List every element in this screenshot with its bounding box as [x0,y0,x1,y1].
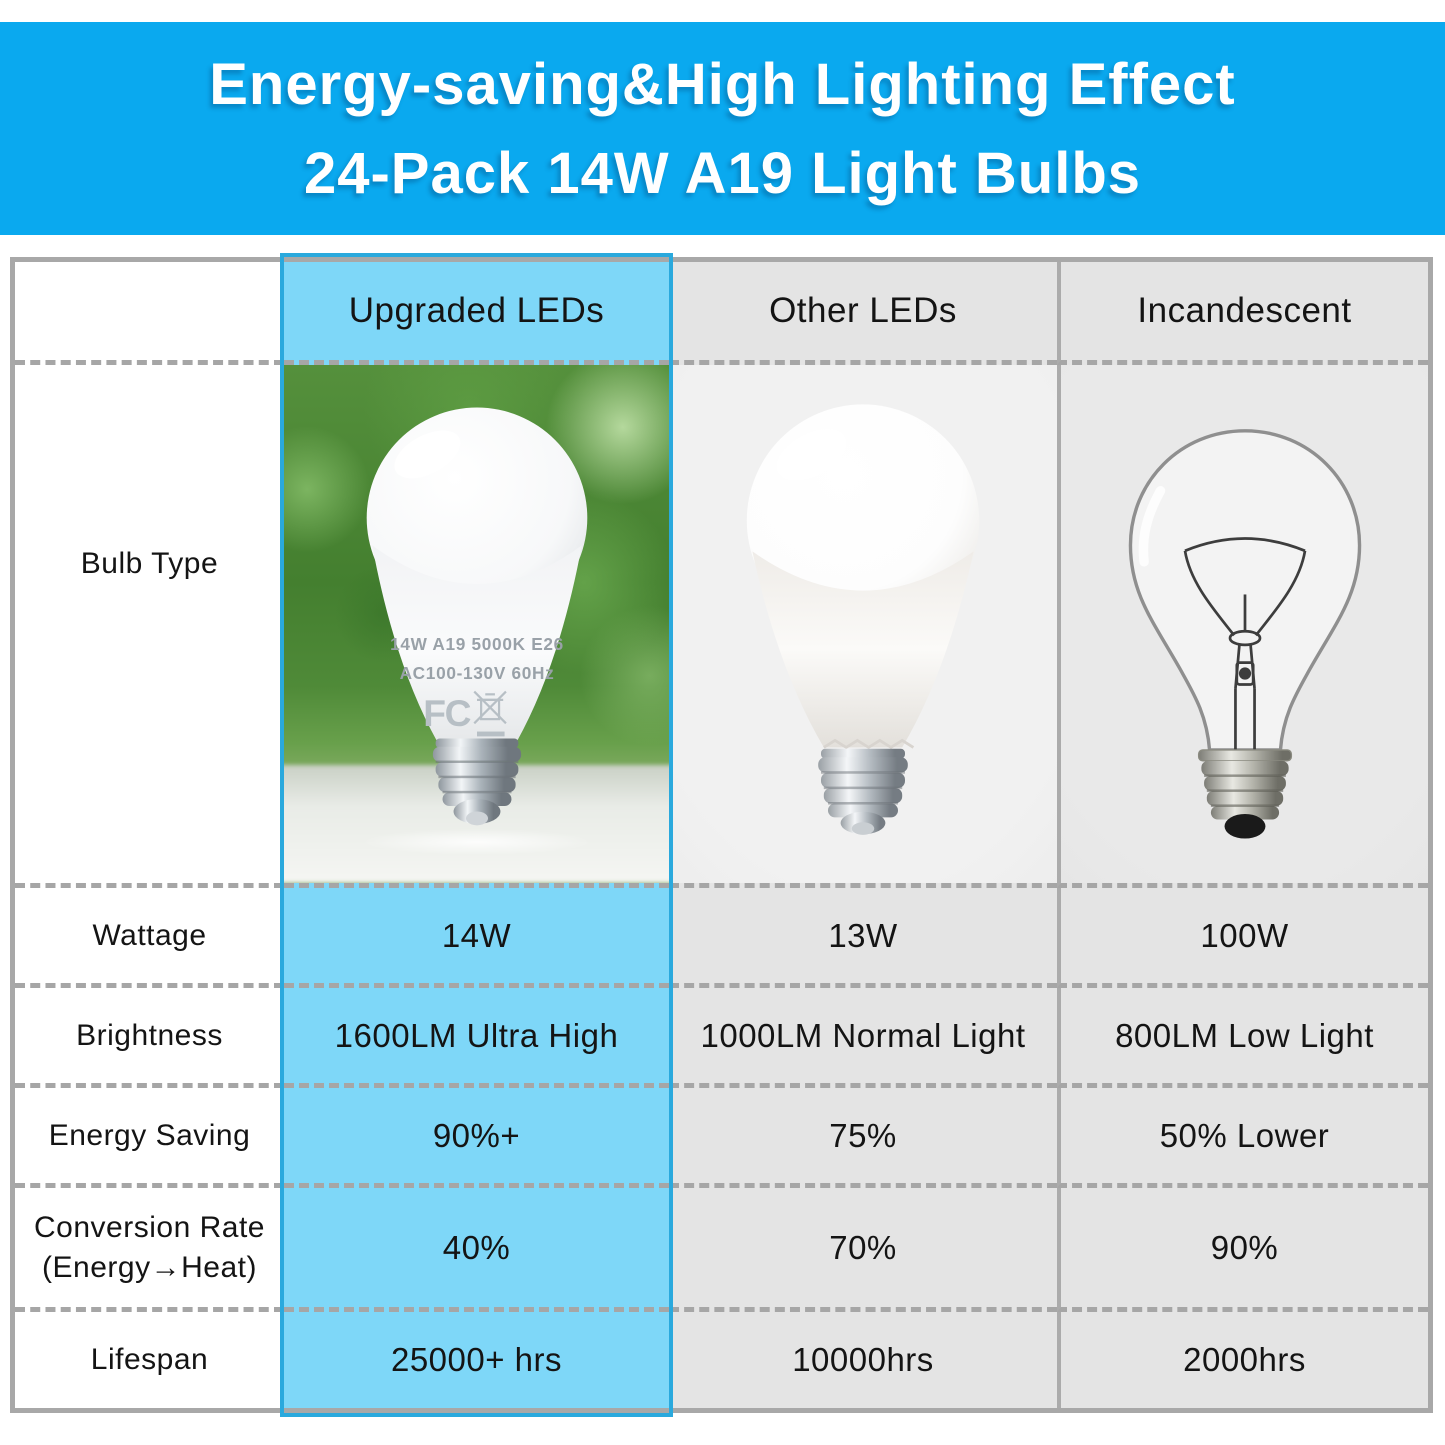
cell-bulb-upgraded: 14W A19 5000K E26 AC100-130V 60Hz FC [284,365,669,888]
row-label-lifespan: Lifespan [15,1312,284,1408]
wattage-upgraded: 14W [284,888,669,988]
bulb-marking-line2: AC100-130V 60Hz [399,663,554,683]
lifespan-other: 10000hrs [669,1312,1057,1408]
column-header-other-leds: Other LEDs [669,262,1057,365]
brightness-upgraded: 1600LM Ultra High [284,988,669,1088]
conversion-rate-other: 70% [669,1188,1057,1312]
row-label-wattage: Wattage [15,888,284,988]
wattage-other: 13W [669,888,1057,988]
upgraded-led-bulb-photo: 14W A19 5000K E26 AC100-130V 60Hz FC [284,365,669,883]
banner-title-line2: 24-Pack 14W A19 Light Bulbs [303,140,1142,206]
conversion-rate-label-line2: (Energy→Heat) [42,1250,257,1284]
brightness-incandescent: 800LM Low Light [1057,988,1428,1088]
lifespan-upgraded: 25000+ hrs [284,1312,669,1408]
bulb-marking-line1: 14W A19 5000K E26 [390,634,564,654]
cell-bulb-incandescent [1057,365,1428,888]
corner-cell [15,262,284,365]
energy-saving-upgraded: 90%+ [284,1088,669,1188]
cell-bulb-other [669,365,1057,888]
row-label-conversion-rate: Conversion Rate (Energy→Heat) [15,1188,284,1312]
row-label-energy-saving: Energy Saving [15,1088,284,1188]
energy-saving-incandescent: 50% Lower [1057,1088,1428,1188]
lifespan-incandescent: 2000hrs [1057,1312,1428,1408]
filament-assembly [1183,537,1306,750]
conversion-rate-label-line1: Conversion Rate [34,1210,265,1244]
row-label-brightness: Brightness [15,988,284,1088]
brightness-other: 1000LM Normal Light [669,988,1057,1088]
bulb-reflection [361,829,592,855]
fcc-logo-text: FC [423,692,470,734]
led-bulb-icon: 14W A19 5000K E26 AC100-130V 60Hz FC [366,407,587,826]
column-header-incandescent: Incandescent [1057,262,1428,365]
conversion-rate-incandescent: 90% [1057,1188,1428,1312]
column-header-upgraded-leds: Upgraded LEDs [284,262,669,365]
incandescent-bulb-photo [1061,365,1428,883]
incandescent-bulb-icon [1128,429,1361,839]
conversion-rate-upgraded: 40% [284,1188,669,1312]
weee-bin-icon [472,690,507,725]
comparison-table: Upgraded LEDs Other LEDs Incandescent Bu… [10,253,1433,1417]
wattage-incandescent: 100W [1057,888,1428,988]
row-label-bulb-type: Bulb Type [15,365,284,888]
banner-title-line1: Energy-saving&High Lighting Effect [209,51,1236,117]
title-banner: Energy-saving&High Lighting Effect 24-Pa… [0,22,1445,235]
fcc-logo-bar [476,731,505,737]
led-bulb-icon [746,404,980,835]
other-led-bulb-photo [669,365,1057,883]
energy-saving-other: 75% [669,1088,1057,1188]
